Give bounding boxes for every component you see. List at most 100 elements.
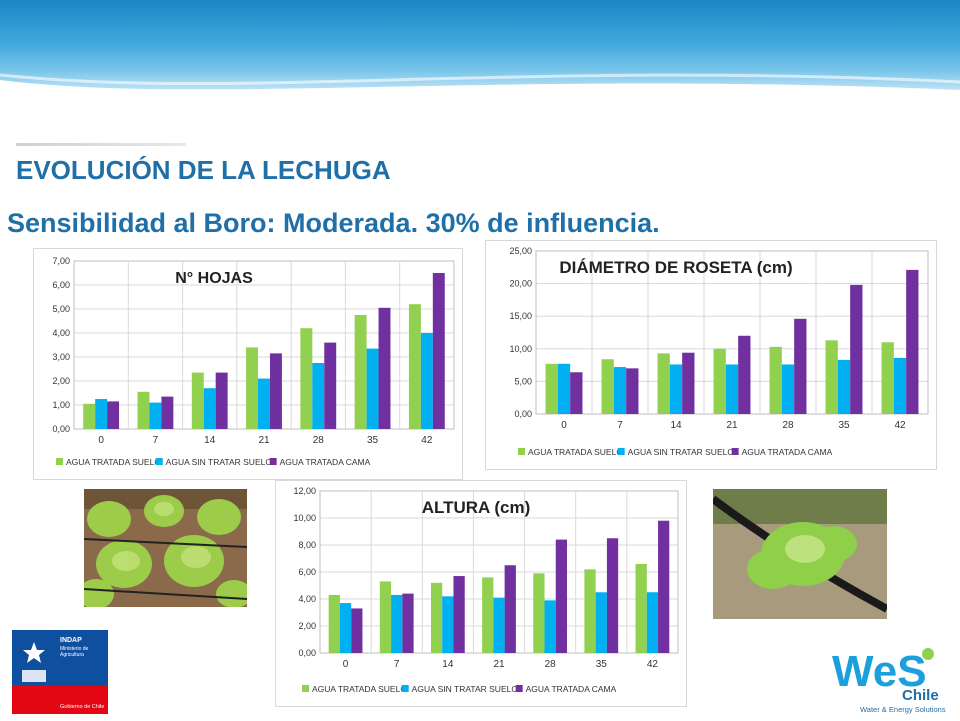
bar (442, 596, 454, 653)
lettuce-photo-right (713, 489, 887, 619)
chart-title: ALTURA (cm) (422, 498, 531, 517)
bar (738, 335, 751, 414)
y-tick-label: 5,00 (514, 376, 532, 386)
chart-diametro-svg: 0,00 5,00 10,00 15,00 20,00 25,00 0 7 14 21 28 35 42… (509, 246, 929, 457)
legend-label: AGUA TRATADA CAMA (742, 447, 833, 457)
bar (669, 364, 683, 414)
bar (635, 563, 647, 653)
legend-label: AGUA TRATADA SUELO (66, 457, 161, 467)
bar (493, 597, 505, 653)
bar (339, 603, 352, 653)
bar (601, 359, 614, 414)
bar (595, 592, 607, 653)
x-tick-label: 0 (561, 420, 567, 431)
bar (555, 539, 568, 653)
chart-title: DIÁMETRO DE ROSETA (cm) (559, 258, 792, 277)
legend-label: AGUA SIN TRATAR SUELO (628, 447, 735, 457)
chart-hojas-svg: 0,00 1,00 2,00 3,00 4,00 5,00 6,00 7,00 0 7 14 21 28… (52, 256, 455, 467)
legend-swatch (515, 685, 523, 692)
y-tick-label: 0,00 (52, 424, 70, 434)
y-tick-label: 10,00 (293, 513, 316, 523)
x-tick-label: 7 (153, 435, 159, 446)
y-tick-label: 2,00 (298, 621, 316, 631)
bar (432, 273, 445, 429)
chart-title: N° HOJAS (175, 270, 253, 287)
bar (881, 342, 894, 414)
y-tick-label: 15,00 (509, 311, 532, 321)
bar (95, 399, 108, 429)
chart-altura: 0,00 2,00 4,00 6,00 8,00 10,00 12,00 0 7 14 21 28 35… (275, 480, 687, 707)
bar (366, 348, 379, 429)
legend-swatch (302, 685, 309, 692)
bar (149, 402, 162, 429)
y-tick-label: 4,00 (52, 328, 70, 338)
legend-swatch (401, 685, 409, 692)
bar (725, 364, 739, 414)
gobierno-line4: Gobierno de Chile (60, 704, 104, 710)
chart-diametro: 0,00 5,00 10,00 15,00 20,00 25,00 0 7 14 21 28 35 42… (485, 240, 937, 470)
y-tick-label: 6,00 (298, 567, 316, 577)
bar (379, 581, 392, 653)
chart-altura-svg: 0,00 2,00 4,00 6,00 8,00 10,00 12,00 0 7 14 21 28 35… (293, 486, 679, 694)
bar (354, 315, 367, 429)
bar (402, 593, 414, 653)
legend-swatch (617, 448, 625, 455)
y-tick-label: 12,00 (293, 486, 316, 496)
y-tick-label: 4,00 (298, 594, 316, 604)
x-tick-label: 21 (726, 420, 738, 431)
bar (657, 353, 670, 414)
bar (430, 582, 443, 653)
bar (658, 520, 670, 653)
y-tick-label: 8,00 (298, 540, 316, 550)
bar (324, 342, 337, 429)
y-tick-label: 0,00 (298, 648, 316, 658)
x-tick-label: 14 (204, 435, 216, 446)
y-tick-label: 3,00 (52, 352, 70, 362)
bar (825, 340, 838, 414)
x-tick-label: 21 (258, 435, 270, 446)
wes-chile-logo: WeS Chile Water & Energy Solutions (830, 640, 950, 715)
bar (544, 600, 556, 653)
bar (351, 608, 363, 653)
x-tick-label: 7 (394, 659, 400, 670)
bar (613, 367, 627, 414)
bar (378, 307, 391, 429)
y-tick-label: 7,00 (52, 256, 70, 266)
bar (794, 318, 807, 414)
bar (137, 391, 150, 429)
bar (682, 352, 695, 414)
bar (453, 576, 465, 653)
bar (215, 372, 228, 429)
x-tick-label: 28 (782, 420, 794, 431)
page-title: EVOLUCIÓN DE LA LECHUGA (16, 155, 391, 185)
bar (83, 403, 96, 429)
bar (420, 333, 433, 429)
bar (191, 372, 204, 429)
bar (533, 573, 545, 653)
bar (769, 346, 782, 414)
y-tick-label: 10,00 (509, 344, 532, 354)
legend-swatch (269, 458, 277, 465)
wes-country: Chile (902, 687, 939, 704)
bar (312, 363, 325, 429)
x-tick-label: 0 (343, 659, 349, 670)
header-wave (0, 73, 960, 130)
x-tick-label: 28 (313, 435, 325, 446)
bar (781, 364, 795, 414)
y-tick-label: 5,00 (52, 304, 70, 314)
x-tick-label: 35 (596, 659, 608, 670)
bar (606, 538, 619, 653)
x-tick-label: 42 (894, 420, 906, 431)
y-tick-label: 25,00 (509, 246, 532, 256)
bar (584, 569, 596, 653)
bar (408, 304, 421, 429)
y-tick-label: 1,00 (52, 400, 70, 410)
legend-label: AGUA SIN TRATAR SUELO (412, 684, 519, 694)
header-divider (16, 143, 186, 146)
x-tick-label: 21 (493, 659, 505, 670)
legend-swatch (731, 448, 739, 455)
x-tick-label: 14 (442, 659, 454, 670)
legend-swatch (155, 458, 163, 465)
legend-label: AGUA TRATADA SUELO (528, 447, 623, 457)
x-tick-label: 42 (421, 435, 433, 446)
